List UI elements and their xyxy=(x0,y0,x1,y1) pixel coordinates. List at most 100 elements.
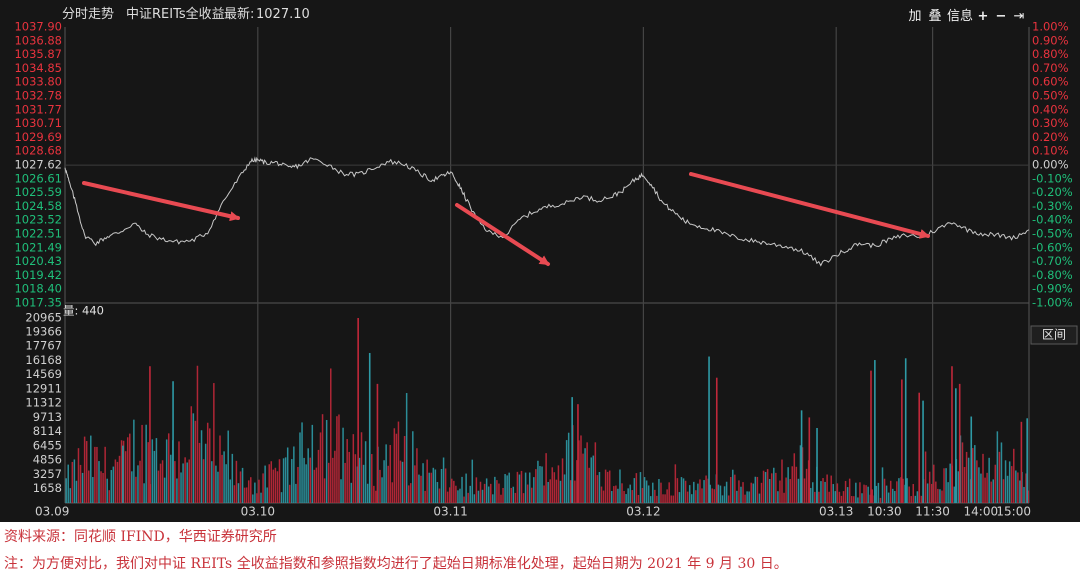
volume-bar xyxy=(174,461,176,503)
add-button[interactable]: 加 xyxy=(908,9,922,24)
volume-bar xyxy=(1010,466,1013,503)
volume-tick-label: 3257 xyxy=(33,467,62,481)
volume-bar xyxy=(108,490,110,503)
volume-bar xyxy=(773,467,775,503)
volume-bar xyxy=(186,462,188,503)
volume-bar xyxy=(520,470,523,503)
volume-bar xyxy=(902,478,904,503)
pct-tick-label: 0.50% xyxy=(1032,89,1069,103)
volume-bar xyxy=(432,467,435,503)
overlay-button[interactable]: 叠 xyxy=(928,9,942,24)
volume-bar xyxy=(996,431,999,503)
volume-bar xyxy=(315,467,318,503)
volume-bar xyxy=(824,481,826,503)
volume-bar xyxy=(533,477,535,503)
price-tick-label: 1019.42 xyxy=(14,268,62,282)
volume-bar xyxy=(268,464,270,503)
volume-bar xyxy=(184,457,186,503)
volume-tick-label: 6455 xyxy=(33,439,62,453)
volume-bar xyxy=(842,491,845,503)
volume-bar xyxy=(912,484,915,503)
x-tick-label: 10:30 xyxy=(867,505,902,519)
volume-bar xyxy=(71,461,74,503)
volume-bar xyxy=(157,470,160,503)
volume-bar xyxy=(721,495,724,503)
volume-bar xyxy=(986,472,988,503)
volume-bar xyxy=(344,462,346,503)
volume-bar xyxy=(217,471,219,503)
volume-bar xyxy=(617,488,619,503)
volume-bar xyxy=(814,491,816,503)
volume-bar xyxy=(282,458,285,503)
price-tick-label: 1027.62 xyxy=(14,158,62,172)
volume-bar xyxy=(844,480,847,503)
volume-bar xyxy=(245,487,248,503)
volume-bar xyxy=(937,488,939,503)
zoom-in-button[interactable]: + xyxy=(977,9,989,24)
volume-tick-label: 4856 xyxy=(33,453,62,467)
volume-bar xyxy=(120,440,123,503)
volume-bar xyxy=(736,490,738,503)
volume-bar xyxy=(483,483,486,503)
volume-bar xyxy=(247,480,250,503)
volume-bar xyxy=(96,446,98,503)
volume-bar xyxy=(715,377,718,503)
volume-bar xyxy=(789,479,791,503)
volume-bar xyxy=(98,461,100,503)
volume-bar xyxy=(656,495,658,503)
mode-label[interactable]: 分时走势 xyxy=(62,7,115,22)
volume-bar xyxy=(237,483,240,503)
volume-bar xyxy=(506,475,508,503)
volume-bar xyxy=(933,464,935,503)
trend-arrow xyxy=(82,181,240,222)
volume-bar xyxy=(334,450,336,503)
volume-bar xyxy=(211,461,213,503)
volume-bar xyxy=(288,484,291,503)
volume-bar xyxy=(953,486,956,503)
footnote: 注：为方便对比，我们对中证 REITs 全收益指数和参照指数均进行了起始日期标准… xyxy=(4,556,788,572)
volume-bar xyxy=(92,477,94,503)
volume-bar xyxy=(467,492,469,503)
volume-bar xyxy=(920,495,923,503)
volume-tick-label: 16168 xyxy=(25,353,62,367)
volume-bar xyxy=(340,479,342,503)
pct-tick-label: -0.60% xyxy=(1032,240,1073,254)
volume-bar xyxy=(592,455,595,503)
info-button[interactable]: 信息 xyxy=(946,9,973,24)
volume-bar xyxy=(892,488,894,503)
volume-bar xyxy=(781,459,783,503)
volume-tick-label: 11312 xyxy=(25,396,62,410)
pct-tick-label: 0.00% xyxy=(1032,158,1069,172)
volume-bar xyxy=(615,485,617,503)
latest-label: 最新: xyxy=(224,7,255,22)
volume-bar xyxy=(586,442,588,503)
volume-bar xyxy=(504,474,506,503)
volume-bar xyxy=(606,471,609,503)
volume-bar xyxy=(327,462,330,503)
volume-bar xyxy=(163,477,166,503)
volume-bar xyxy=(537,460,539,503)
volume-bar xyxy=(688,485,691,503)
volume-bar xyxy=(670,495,672,503)
volume-bar xyxy=(894,491,896,503)
volume-bar xyxy=(364,441,367,503)
end-button[interactable]: ⇥ xyxy=(1013,9,1025,24)
volume-bar xyxy=(357,318,359,503)
range-button[interactable] xyxy=(1030,325,1078,345)
volume-bar xyxy=(455,485,457,503)
zoom-out-button[interactable]: − xyxy=(995,9,1007,24)
volume-bar xyxy=(1019,480,1021,503)
volume-bar xyxy=(678,492,681,503)
volume-bar xyxy=(516,471,519,503)
volume-bar xyxy=(949,463,951,503)
volume-bar xyxy=(414,465,416,503)
volume-bar xyxy=(812,482,814,503)
volume-bar xyxy=(760,482,763,503)
volume-bar xyxy=(1015,470,1017,503)
volume-bar xyxy=(662,494,664,503)
volume-bar xyxy=(887,492,890,503)
pct-tick-label: -0.40% xyxy=(1032,213,1073,227)
volume-bar xyxy=(303,457,305,503)
price-tick-label: 1026.61 xyxy=(14,171,62,185)
volume-bar xyxy=(412,431,414,503)
